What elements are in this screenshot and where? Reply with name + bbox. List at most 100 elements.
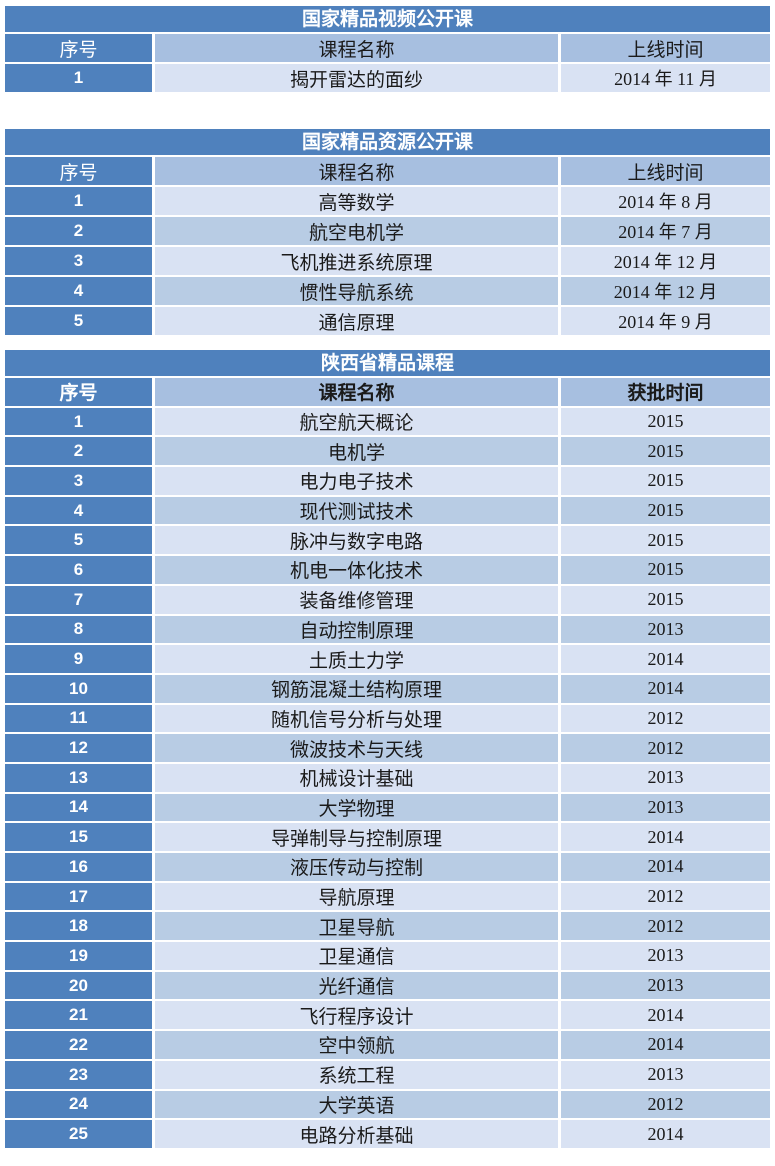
row-index: 7 bbox=[5, 585, 152, 614]
row-date: 2013 bbox=[561, 1060, 770, 1089]
row-course-name: 钢筋混凝土结构原理 bbox=[155, 674, 558, 703]
header-date: 获批时间 bbox=[561, 378, 770, 406]
table-row: 16 液压传动与控制 2014 bbox=[5, 853, 770, 881]
row-course-name: 光纤通信 bbox=[155, 971, 558, 1000]
table-row: 11 随机信号分析与处理 2012 bbox=[5, 704, 770, 733]
row-date: 2012 bbox=[561, 1090, 770, 1119]
row-date: 2014 年 11 月 bbox=[561, 64, 770, 92]
table-row: 12 微波技术与天线 2012 bbox=[5, 734, 770, 762]
row-course-name: 脉冲与数字电路 bbox=[155, 526, 558, 555]
table-row: 4 现代测试技术 2015 bbox=[5, 496, 770, 525]
row-course-name: 惯性导航系统 bbox=[155, 277, 558, 305]
section-title: 国家精品视频公开课 bbox=[5, 6, 770, 32]
row-index: 5 bbox=[5, 307, 152, 335]
header-index: 序号 bbox=[5, 378, 152, 406]
row-date: 2012 bbox=[561, 882, 770, 911]
shaanxi-table: 陕西省精品课程 序号 课程名称 获批时间 1 航空航天概论 2015 2 电机学 2015… bbox=[5, 350, 770, 1148]
table-row: 22 空中领航 2014 bbox=[5, 1031, 770, 1059]
row-date: 2013 bbox=[561, 615, 770, 644]
row-index: 22 bbox=[5, 1031, 152, 1059]
row-index: 1 bbox=[5, 64, 152, 92]
row-index: 20 bbox=[5, 971, 152, 1000]
row-date: 2014 bbox=[561, 1031, 770, 1059]
row-index: 1 bbox=[5, 187, 152, 215]
row-course-name: 随机信号分析与处理 bbox=[155, 704, 558, 733]
row-date: 2015 bbox=[561, 585, 770, 614]
row-course-name: 大学物理 bbox=[155, 793, 558, 822]
row-course-name: 微波技术与天线 bbox=[155, 734, 558, 762]
table-row: 5 脉冲与数字电路 2015 bbox=[5, 526, 770, 555]
row-index: 10 bbox=[5, 674, 152, 703]
table-row: 4 惯性导航系统 2014 年 12 月 bbox=[5, 277, 770, 305]
table-row: 13 机械设计基础 2013 bbox=[5, 763, 770, 792]
row-date: 2015 bbox=[561, 526, 770, 555]
row-course-name: 机电一体化技术 bbox=[155, 556, 558, 584]
table-row: 19 卫星通信 2013 bbox=[5, 942, 770, 970]
row-date: 2014 bbox=[561, 1001, 770, 1030]
row-course-name: 电力电子技术 bbox=[155, 467, 558, 495]
row-date: 2014 年 9 月 bbox=[561, 307, 770, 335]
table-row: 14 大学物理 2013 bbox=[5, 793, 770, 822]
row-course-name: 导弹制导与控制原理 bbox=[155, 823, 558, 851]
row-index: 2 bbox=[5, 437, 152, 466]
row-index: 24 bbox=[5, 1090, 152, 1119]
row-index: 6 bbox=[5, 556, 152, 584]
table-row: 5 通信原理 2014 年 9 月 bbox=[5, 307, 770, 335]
row-date: 2015 bbox=[561, 407, 770, 436]
row-date: 2013 bbox=[561, 942, 770, 970]
row-index: 18 bbox=[5, 912, 152, 941]
row-date: 2015 bbox=[561, 556, 770, 584]
row-course-name: 自动控制原理 bbox=[155, 615, 558, 644]
row-course-name: 飞机推进系统原理 bbox=[155, 247, 558, 275]
table-row: 20 光纤通信 2013 bbox=[5, 971, 770, 1000]
row-course-name: 土质土力学 bbox=[155, 645, 558, 673]
row-course-name: 空中领航 bbox=[155, 1031, 558, 1059]
row-course-name: 电机学 bbox=[155, 437, 558, 466]
row-date: 2013 bbox=[561, 763, 770, 792]
row-date: 2014 年 12 月 bbox=[561, 277, 770, 305]
header-course-name: 课程名称 bbox=[155, 34, 558, 62]
table-row: 8 自动控制原理 2013 bbox=[5, 615, 770, 644]
table-row: 23 系统工程 2013 bbox=[5, 1060, 770, 1089]
table-row: 25 电路分析基础 2014 bbox=[5, 1120, 770, 1148]
row-index: 2 bbox=[5, 217, 152, 245]
row-course-name: 飞行程序设计 bbox=[155, 1001, 558, 1030]
row-date: 2014 年 8 月 bbox=[561, 187, 770, 215]
row-course-name: 航空航天概论 bbox=[155, 407, 558, 436]
row-index: 23 bbox=[5, 1060, 152, 1089]
row-date: 2014 bbox=[561, 674, 770, 703]
row-date: 2014 bbox=[561, 1120, 770, 1148]
row-index: 4 bbox=[5, 277, 152, 305]
table-row: 1 高等数学 2014 年 8 月 bbox=[5, 187, 770, 215]
row-index: 1 bbox=[5, 407, 152, 436]
table-row: 2 航空电机学 2014 年 7 月 bbox=[5, 217, 770, 245]
row-index: 21 bbox=[5, 1001, 152, 1030]
table-row: 18 卫星导航 2012 bbox=[5, 912, 770, 941]
row-index: 3 bbox=[5, 467, 152, 495]
table-row: 17 导航原理 2012 bbox=[5, 882, 770, 911]
table-row: 7 装备维修管理 2015 bbox=[5, 585, 770, 614]
header-date: 上线时间 bbox=[561, 34, 770, 62]
row-course-name: 航空电机学 bbox=[155, 217, 558, 245]
row-index: 16 bbox=[5, 853, 152, 881]
section-title: 国家精品资源公开课 bbox=[5, 129, 770, 155]
row-course-name: 大学英语 bbox=[155, 1090, 558, 1119]
row-course-name: 卫星导航 bbox=[155, 912, 558, 941]
table-row: 3 电力电子技术 2015 bbox=[5, 467, 770, 495]
header-course-name: 课程名称 bbox=[155, 157, 558, 185]
row-date: 2013 bbox=[561, 971, 770, 1000]
row-course-name: 通信原理 bbox=[155, 307, 558, 335]
row-index: 12 bbox=[5, 734, 152, 762]
table-row: 1 航空航天概论 2015 bbox=[5, 407, 770, 436]
table-row: 2 电机学 2015 bbox=[5, 437, 770, 466]
row-index: 13 bbox=[5, 763, 152, 792]
table-row: 3 飞机推进系统原理 2014 年 12 月 bbox=[5, 247, 770, 275]
row-date: 2015 bbox=[561, 437, 770, 466]
row-course-name: 机械设计基础 bbox=[155, 763, 558, 792]
row-date: 2012 bbox=[561, 704, 770, 733]
row-date: 2014 bbox=[561, 823, 770, 851]
row-index: 15 bbox=[5, 823, 152, 851]
row-course-name: 系统工程 bbox=[155, 1060, 558, 1089]
table-row: 1 揭开雷达的面纱 2014 年 11 月 bbox=[5, 64, 770, 92]
